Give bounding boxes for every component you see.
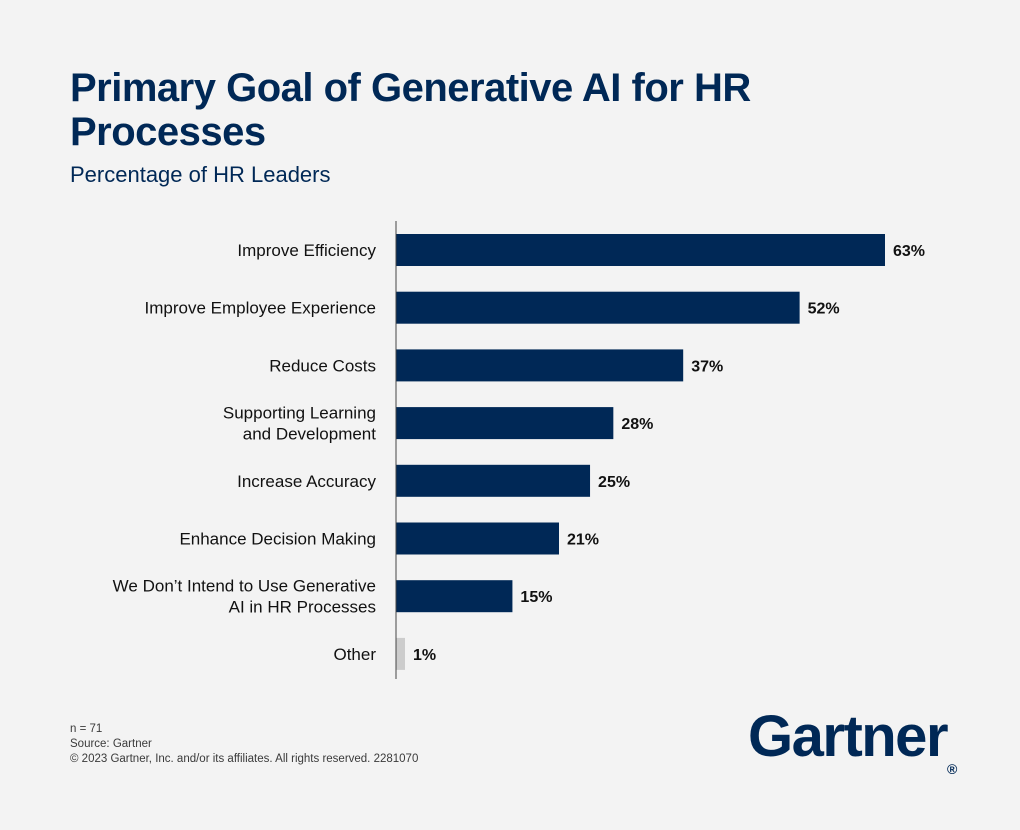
category-label-line: Supporting Learning [223,404,376,423]
chart-title: Primary Goal of Generative AI for HR Pro… [70,66,751,154]
bar-value-label: 28% [621,416,653,433]
category-label: Increase Accuracy [237,472,376,491]
logo-wordmark: Gartner [748,704,949,769]
bar [396,637,405,670]
bar-group: 63% Improve Efficiency 52% Improve Employee… [113,234,925,670]
bar-value-label: 25% [598,474,630,491]
category-label: We Don’t Intend to Use Generative AI in H… [113,577,376,617]
bar [396,407,614,440]
category-label-line: Other [333,645,376,664]
category-label-line: Reduce Costs [269,356,376,375]
bar [396,291,800,324]
bar [396,349,684,382]
bar [396,234,885,266]
category-label: Enhance Decision Making [179,530,376,549]
bar-value-label: 52% [808,301,840,318]
bar-value-label: 1% [413,647,436,664]
bar [396,464,591,497]
category-label-line: We Don’t Intend to Use Generative [113,577,376,596]
bar-value-label: 21% [567,532,599,549]
bar [396,522,559,555]
footer: n = 71 Source: Gartner © 2023 Gartner, I… [70,722,418,767]
category-label-line: and Development [243,425,377,444]
bar-value-label: 15% [520,589,552,606]
chart-subtitle: Percentage of HR Leaders [70,162,331,187]
bar-value-label: 63% [893,243,925,260]
gartner-logo: Gartner® [748,702,957,777]
copyright-note: © 2023 Gartner, Inc. and/or its affiliat… [70,753,419,765]
category-label-line: AI in HR Processes [229,598,376,617]
category-label-line: Increase Accuracy [237,472,376,491]
bar [396,580,513,613]
registered-mark: ® [947,761,958,777]
sample-size-note: n = 71 [70,723,103,735]
category-label: Supporting Learning and Development [223,404,376,444]
category-label: Other [333,645,376,664]
source-note: Source: Gartner [70,738,152,750]
category-label-line: Enhance Decision Making [179,530,376,549]
category-label: Improve Employee Experience [144,299,376,318]
category-label: Reduce Costs [269,356,376,375]
category-label: Improve Efficiency [237,241,376,260]
category-label-line: Improve Efficiency [237,241,376,260]
bar-value-label: 37% [691,358,723,375]
category-label-line: Improve Employee Experience [144,299,376,318]
